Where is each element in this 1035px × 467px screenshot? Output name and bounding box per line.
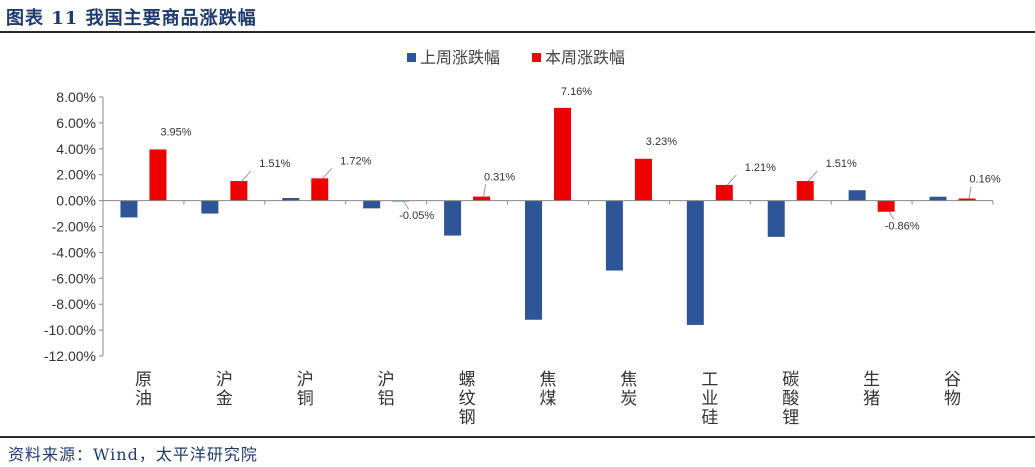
bar-this-week-6 — [554, 107, 571, 201]
legend-label-1: 上周涨跌幅 — [420, 48, 500, 67]
y-tick-label: 6.00% — [56, 115, 96, 131]
y-tick-label: -4.00% — [52, 244, 96, 260]
x-category-label-9: 碳酸锂 — [782, 370, 799, 428]
bar-last-week-7 — [605, 200, 623, 271]
x-category-label-2: 沪金 — [216, 370, 233, 409]
x-axis: 原油 沪金 沪铜 沪铝 螺纹钢 焦煤 焦炭 工业硅 碳酸锂 生猪 谷物 — [102, 200, 994, 428]
label-leader — [888, 211, 895, 221]
bar-last-week-10 — [848, 190, 866, 201]
data-label-this-week-7: 3.23% — [646, 136, 677, 148]
data-label-this-week-4: -0.05% — [399, 210, 434, 222]
x-category-label-10: 生猪 — [863, 370, 880, 409]
bar-last-week-6 — [525, 200, 542, 320]
x-category-label-6: 焦煤 — [540, 370, 557, 409]
y-tick-label: 2.00% — [56, 167, 96, 183]
bar-this-week-1 — [149, 149, 167, 201]
y-axis: 8.00% 6.00% 4.00% 2.00% 0.00% -2.00% -4.00% -6.… — [44, 89, 104, 364]
x-category-label-4: 沪铝 — [378, 370, 395, 409]
label-leader — [483, 184, 487, 197]
legend-swatch-1 — [407, 53, 416, 62]
bar-this-week-9 — [796, 181, 814, 201]
data-label-this-week-11: 0.16% — [969, 174, 1000, 186]
bottom-rule — [0, 436, 1035, 438]
bar-this-week-3 — [311, 178, 329, 201]
label-leader — [322, 167, 333, 179]
bar-last-week-4 — [363, 200, 381, 209]
legend-swatch-2 — [532, 53, 541, 62]
data-label-this-week-5: 0.31% — [484, 172, 515, 184]
data-label-this-week-1: 3.95% — [160, 126, 191, 138]
bar-this-week-8 — [715, 184, 733, 201]
bar-last-week-3 — [282, 198, 300, 201]
legend: 上周涨跌幅 本周涨跌幅 — [407, 48, 625, 67]
data-label-this-week-9: 1.51% — [826, 158, 857, 170]
data-label-this-week-2: 1.51% — [259, 158, 290, 170]
figure-title: 图表 11 我国主要商品涨跌幅 — [6, 8, 257, 29]
bar-last-week-8 — [686, 200, 704, 325]
data-label-this-week-6: 7.16% — [561, 86, 592, 98]
data-labels: 3.95% 1.51% 1.72% -0.05% 0.31% 7.16% 3.23% 1.21… — [160, 86, 1001, 233]
y-tick-label: 0.00% — [56, 193, 96, 209]
top-rule — [0, 31, 1035, 33]
data-label-this-week-10: -0.86% — [885, 221, 920, 233]
bar-this-week-10 — [877, 200, 895, 212]
legend-label-2: 本周涨跌幅 — [545, 48, 625, 67]
x-category-label-7: 焦炭 — [620, 370, 637, 409]
y-tick-label: -6.00% — [52, 270, 96, 286]
x-category-label-11: 谷物 — [944, 370, 961, 409]
bar-last-week-5 — [444, 200, 462, 236]
data-label-this-week-8: 1.21% — [745, 162, 776, 174]
x-category-label-8: 工业硅 — [701, 370, 718, 428]
label-leader — [968, 186, 972, 199]
label-leader — [403, 200, 410, 210]
source-note: 资料来源：Wind，太平洋研究院 — [8, 445, 258, 464]
bar-last-week-11 — [929, 196, 947, 201]
label-leader — [241, 170, 252, 182]
bar-this-week-7 — [634, 158, 652, 201]
bar-this-week-11 — [958, 198, 976, 201]
label-leader — [726, 174, 737, 186]
x-category-label-5: 螺纹钢 — [459, 370, 476, 428]
y-tick-label: 4.00% — [56, 141, 96, 157]
y-tick-label: -12.00% — [44, 348, 96, 364]
bar-chart: 上周涨跌幅 本周涨跌幅 8.00% 6.00% 4.00% 2.00% 0.00% -2.0… — [44, 48, 1001, 428]
y-tick-label: -2.00% — [52, 219, 96, 235]
bar-last-week-1 — [120, 200, 138, 218]
data-label-this-week-3: 1.72% — [340, 155, 371, 167]
bar-last-week-9 — [767, 200, 785, 237]
bar-this-week-5 — [473, 196, 491, 201]
label-leader — [807, 170, 818, 182]
y-tick-label: -10.00% — [44, 322, 96, 338]
y-tick-label: 8.00% — [56, 89, 96, 105]
bar-last-week-2 — [201, 200, 219, 214]
bar-this-week-2 — [230, 181, 248, 201]
y-tick-label: -8.00% — [52, 296, 96, 312]
x-category-label-1: 原油 — [135, 370, 152, 409]
x-category-label-3: 沪铜 — [297, 370, 314, 409]
bars — [120, 107, 976, 325]
